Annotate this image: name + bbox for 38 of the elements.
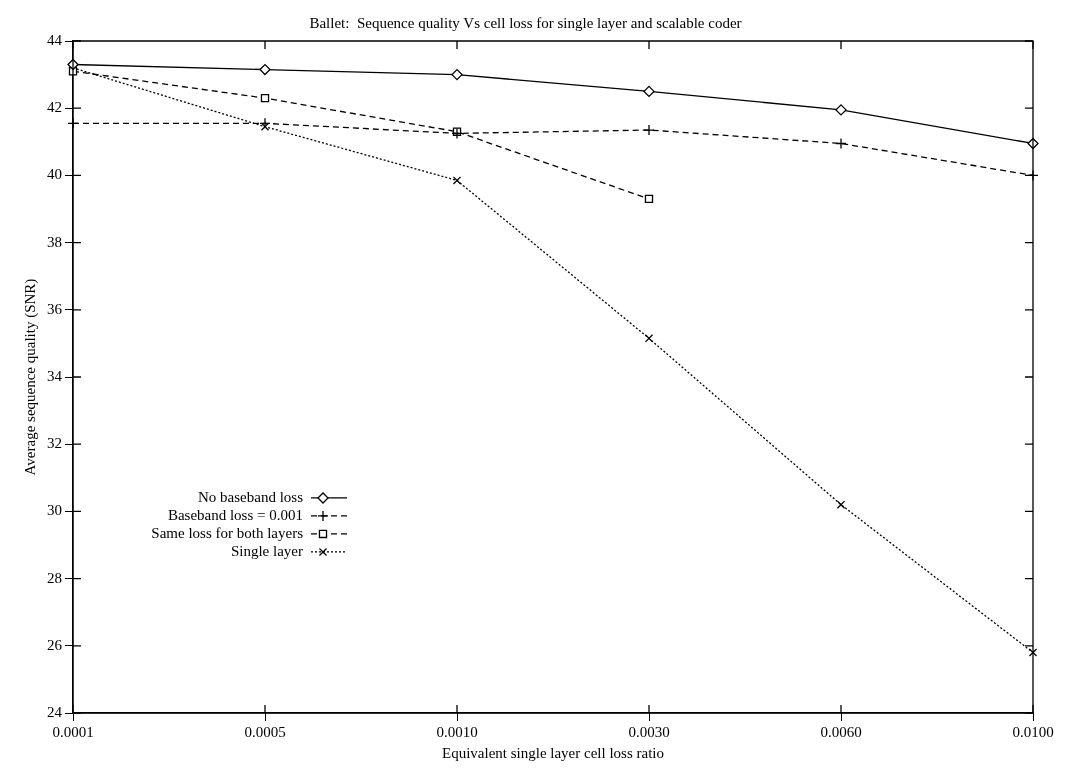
x-tick-label: 0.0060	[820, 723, 862, 740]
y-axis-title: Average sequence quality (SNR)	[21, 278, 39, 476]
x-tick-label: 0.0100	[1012, 723, 1054, 740]
legend-label: Baseband loss = 0.001	[167, 506, 303, 523]
point	[835, 104, 847, 116]
point	[643, 124, 655, 136]
point	[260, 93, 270, 103]
x-axis-title: Equivalent single layer cell loss ratio	[441, 744, 665, 761]
y-tick-label: 38	[47, 233, 62, 250]
legend-label: No baseband loss	[198, 488, 304, 505]
point	[1028, 648, 1038, 657]
y-tick-label: 44	[47, 31, 63, 48]
legend-label: Same loss for both layers	[151, 524, 304, 541]
y-tick-label: 24	[47, 703, 63, 720]
y-tick-label: 28	[47, 569, 62, 586]
point	[644, 194, 654, 204]
y-tick-label: 30	[47, 502, 62, 519]
chart-title: Ballet: Sequence quality Vs cell loss for single layer and scalable coder	[309, 14, 742, 31]
y-tick-label: 40	[47, 166, 62, 183]
point	[451, 68, 463, 81]
y-tick-label: 32	[47, 435, 62, 452]
point	[836, 500, 846, 509]
x-tick-label: 0.0001	[52, 723, 94, 740]
x-tick-label: 0.0030	[628, 723, 670, 740]
y-tick-label: 26	[47, 636, 63, 653]
y-tick-label: 36	[47, 300, 63, 317]
point	[452, 176, 462, 185]
y-tick-label: 34	[47, 367, 63, 384]
y-tick-label: 42	[47, 99, 62, 116]
legend-label: Single layer	[230, 542, 303, 559]
point	[835, 137, 847, 150]
point	[643, 85, 655, 98]
point	[451, 127, 463, 140]
x-tick-label: 0.0010	[436, 723, 478, 740]
x-tick-label: 0.0005	[244, 723, 286, 740]
point	[259, 63, 271, 76]
point	[644, 334, 654, 343]
point	[259, 117, 271, 129]
